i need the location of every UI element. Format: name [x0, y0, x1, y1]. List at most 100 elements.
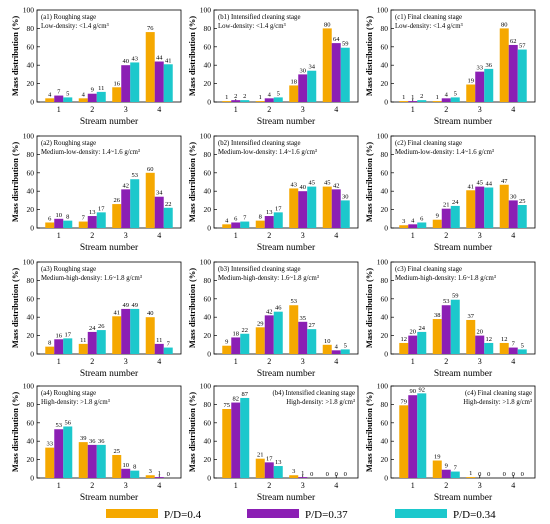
panel-title: (a2) Roughing stage	[41, 140, 96, 147]
bar-value-label: 24	[452, 199, 459, 206]
x-tick-label: 4	[157, 481, 161, 490]
panel-subtitle: High-density: >1.8 g/cm³	[41, 399, 110, 406]
bar-value-label: 8	[66, 214, 69, 221]
bar	[417, 331, 427, 354]
bar	[399, 101, 409, 102]
bar	[145, 475, 155, 478]
x-tick-label: 4	[511, 357, 515, 366]
bar-value-label: 75	[224, 402, 231, 409]
x-tick-label: 4	[511, 231, 515, 240]
y-tick-label: 100	[200, 382, 212, 391]
bar-value-label: 6	[234, 215, 238, 222]
bar	[121, 65, 131, 102]
x-tick-label: 1	[57, 105, 61, 114]
bar-value-label: 7	[57, 89, 61, 96]
bar	[499, 342, 509, 354]
y-axis-label: Mass distribution (%)	[10, 142, 20, 222]
y-tick-label: 60	[204, 168, 212, 177]
x-tick-label: 4	[334, 357, 338, 366]
plot-frame	[213, 135, 359, 229]
bar-value-label: 9	[445, 463, 448, 470]
bar-value-label: 38	[434, 312, 441, 319]
y-tick-label: 40	[381, 313, 389, 322]
bar	[130, 179, 140, 228]
x-tick-label: 2	[90, 481, 94, 490]
bar-value-label: 53	[443, 298, 450, 305]
bar-value-label: 0	[167, 471, 170, 478]
bar-value-label: 57	[519, 43, 526, 50]
plot-frame	[213, 261, 359, 355]
bar-value-label: 25	[113, 448, 120, 455]
y-tick-label: 40	[27, 437, 35, 446]
panel-subtitle: High-density: >1.8 g/cm³	[463, 399, 532, 406]
bar-value-label: 0	[521, 471, 524, 478]
y-tick-label: 0	[384, 474, 388, 483]
bar	[273, 466, 283, 478]
x-tick-label: 2	[444, 105, 448, 114]
bar-value-label: 3	[149, 468, 152, 475]
bar	[340, 200, 350, 228]
bar-value-label: 7	[82, 215, 86, 222]
bar-value-label: 30	[299, 67, 306, 74]
bar	[450, 299, 460, 354]
bar	[231, 337, 241, 354]
bar-value-label: 29	[257, 320, 264, 327]
panel-title: (c2) Final cleaning stage	[395, 140, 462, 147]
bar	[408, 224, 418, 228]
y-tick-label: 20	[204, 455, 212, 464]
x-tick-label: 4	[334, 481, 338, 490]
bar	[255, 327, 265, 354]
bar	[45, 346, 55, 354]
y-tick-label: 20	[381, 455, 389, 464]
y-tick-label: 40	[381, 437, 389, 446]
bar-value-label: 44	[485, 181, 492, 188]
x-axis-label: Stream number	[80, 243, 139, 253]
y-axis-label: Mass distribution (%)	[364, 268, 374, 348]
bar-value-label: 7	[512, 341, 516, 348]
bar	[441, 469, 451, 478]
y-tick-label: 0	[384, 350, 388, 359]
bar	[399, 225, 409, 228]
bar	[450, 205, 460, 228]
x-tick-label: 1	[57, 481, 61, 490]
bar	[63, 220, 73, 228]
bar	[484, 187, 494, 228]
bar-value-label: 0	[344, 471, 347, 478]
bar-value-label: 13	[266, 209, 273, 216]
bar	[222, 224, 232, 228]
bar-value-label: 53	[56, 422, 63, 429]
bar	[508, 347, 518, 354]
bar	[240, 397, 250, 478]
y-tick-label: 20	[27, 331, 35, 340]
y-tick-label: 60	[204, 294, 212, 303]
bar-value-label: 80	[324, 21, 331, 28]
bar-value-label: 19	[434, 454, 441, 461]
y-tick-label: 0	[30, 474, 34, 483]
panel-subtitle: Low-density: <1.4 g/cm³	[218, 23, 286, 30]
y-tick-label: 60	[381, 168, 389, 177]
bar-value-label: 8	[259, 214, 262, 221]
bar-value-label: 16	[113, 80, 120, 87]
panel-subtitle: Medium-high-density: 1.6~1.8 g/cm³	[218, 275, 319, 282]
x-tick-label: 1	[234, 231, 238, 240]
bar-value-label: 3	[292, 468, 295, 475]
y-tick-label: 60	[204, 418, 212, 427]
bar	[466, 477, 476, 478]
bar-value-label: 12	[485, 336, 492, 343]
bar-value-label: 36	[89, 438, 96, 445]
x-axis-label: Stream number	[80, 369, 139, 379]
bar	[121, 189, 131, 228]
bar-value-label: 10	[56, 212, 63, 219]
y-axis-label: Mass distribution (%)	[10, 392, 20, 472]
bar-value-label: 9	[225, 339, 228, 346]
bar-value-label: 0	[512, 471, 515, 478]
x-axis-label: Stream number	[434, 493, 493, 503]
bar-value-label: 41	[113, 309, 120, 316]
y-tick-label: 40	[27, 313, 35, 322]
bar-value-label: 45	[324, 180, 331, 187]
y-tick-label: 80	[204, 400, 212, 409]
bar	[298, 321, 308, 354]
